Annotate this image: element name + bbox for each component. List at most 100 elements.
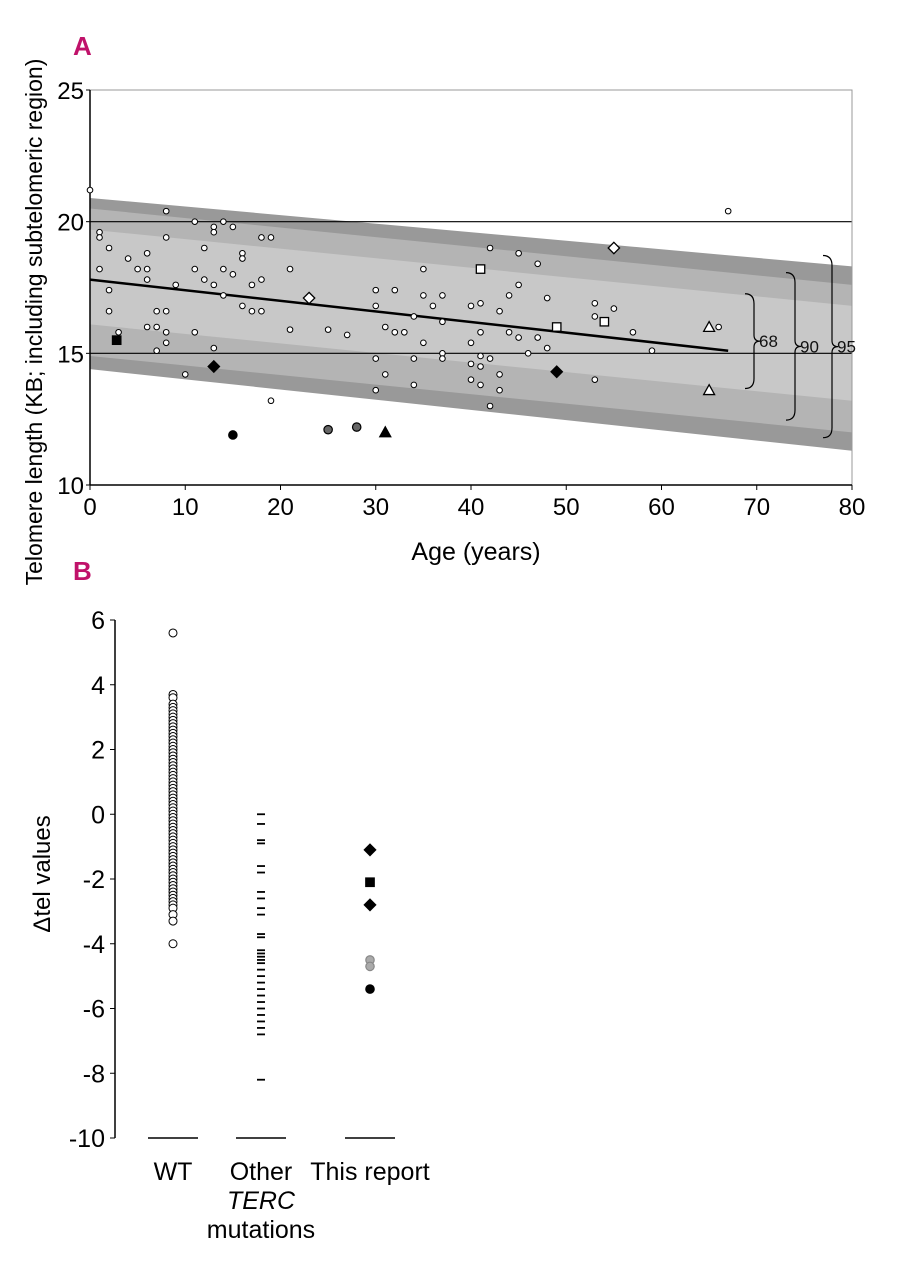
wild-type-point [486,355,494,362]
wild-type-point [515,334,522,341]
wild-type-point [505,328,513,336]
panel-b-terc-points [257,813,265,1081]
panel-b-label: B [73,556,92,586]
special-point-square [475,264,486,274]
x-tick-label: 20 [267,494,294,521]
special-point-square [111,335,122,346]
category-label: TERC [227,1187,296,1215]
wild-type-point [496,386,503,394]
panel-b-y-axis-label: Δtel values [29,815,56,932]
wild-type-point [143,249,151,257]
wild-type-point [496,307,503,315]
wild-type-point [162,234,170,241]
wild-type-point [248,281,256,289]
panel-a-label: A [73,31,92,61]
wild-type-point [420,339,427,347]
wild-type-point [181,371,189,378]
panel-a-regression-line [89,278,729,352]
panel-a-percentile-brackets: 68 90 95 [744,254,856,439]
special-point-circle [228,430,238,440]
special-point-diamond [207,359,221,374]
wild-type-point [229,223,237,231]
wild-type-point [439,350,446,357]
b-y-tick-label: 2 [91,737,105,765]
b-y-tick-label: -8 [83,1060,105,1088]
wild-type-point [210,228,218,236]
special-point-diamond [607,241,621,255]
wild-type-point [239,255,246,262]
wild-type-point [286,326,294,333]
wild-type-point [439,318,446,326]
panel-b-this-report-points [363,843,377,994]
wild-type-point [134,265,141,273]
bracket-label-68: 68 [759,332,778,351]
wild-type-point [143,265,151,273]
wild-type-point [220,218,227,225]
wild-type-point [191,265,199,273]
y-tick-label: 15 [57,341,84,368]
wild-type-point [591,313,599,320]
wild-type-point [210,344,218,352]
wild-type-point [715,323,722,331]
special-point-circle [323,424,333,435]
wild-type-point [534,260,541,268]
wild-type-point [410,355,418,362]
wild-type-point [258,276,265,283]
x-tick-label: 0 [83,494,96,521]
wild-type-point [229,271,237,278]
wild-type-point [153,307,160,315]
x-tick-label: 70 [743,494,770,521]
panel-b-y-ticks: 6 4 2 0 -2 -4 -6 -8 -10 [69,607,115,1153]
panel-b-wt-points [168,628,178,949]
wild-type-point [420,265,427,273]
wild-type-point [210,281,218,289]
x-tick-label: 10 [172,494,199,521]
wild-type-point [591,376,599,383]
wild-type-point [410,313,418,320]
wild-type-point [286,265,294,273]
wild-type-point [515,281,522,289]
special-point-triangle [702,383,716,396]
special-point-circle [351,422,362,432]
wild-type-point [477,363,484,370]
wild-type-point [115,328,122,336]
wild-type-point [201,244,208,252]
wild-type-point [372,302,380,310]
wild-type-point [420,292,427,299]
report-point-diamond [363,898,377,912]
special-point-diamond [302,291,316,305]
special-point-triangle [702,320,716,333]
wild-type-point [343,331,351,339]
report-point-circle [365,961,375,972]
x-tick-label: 60 [648,494,675,521]
panel-a-reference-lines [90,221,852,354]
bracket-68 [744,293,761,390]
wild-type-point [239,302,246,310]
report-point-circle [365,984,375,994]
wild-type-point [191,218,199,225]
bracket-label-90: 90 [800,337,819,356]
b-y-tick-label: -6 [83,996,105,1024]
x-tick-label: 40 [458,494,485,521]
wild-type-point [143,276,151,283]
wild-type-point [162,328,170,336]
panel-a-x-axis-label: Age (years) [411,538,540,566]
wild-type-point [724,207,732,215]
wild-type-point [591,300,599,307]
wild-type-point [486,244,494,252]
wild-type-point [515,249,522,257]
b-y-tick-label: -4 [83,931,105,959]
category-label: mutations [207,1216,315,1244]
wt-point [168,916,178,926]
wild-type-point [172,281,180,289]
bracket-label-95: 95 [837,338,856,357]
wild-type-point [486,402,494,410]
wild-type-point [429,302,437,310]
wild-type-point [467,376,475,383]
wild-type-point [96,234,103,241]
wild-type-point [372,386,380,394]
wild-type-point [391,286,399,294]
b-y-tick-label: -2 [83,866,105,894]
panel-a-percentile-bands [90,197,852,451]
